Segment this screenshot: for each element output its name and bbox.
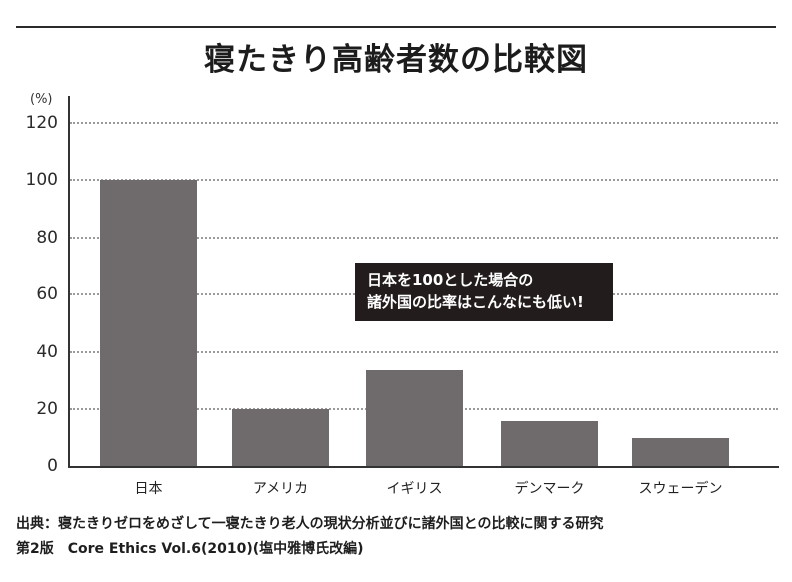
x-axis-line <box>68 466 779 468</box>
bar-1 <box>232 408 329 466</box>
y-axis-line <box>68 96 70 467</box>
chart-title: 寝たきり高齢者数の比較図 <box>204 42 588 78</box>
bar-4 <box>632 437 729 466</box>
gridline-40 <box>70 351 778 353</box>
gridline-100 <box>70 179 778 181</box>
gridline-120 <box>70 122 778 124</box>
bar-0 <box>100 179 197 466</box>
y-axis-unit-label: (%) <box>30 92 53 107</box>
source-citation: 出典：寝たきりゼロをめざして一寝たきり老人の現状分析並びに諸外国との比較に関する… <box>16 512 603 562</box>
source-line-2: 第2版 Core Ethics Vol.6(2010)(塩中雅博氏改編) <box>16 541 364 557</box>
y-tick-60: 60 <box>36 284 58 304</box>
annotation-callout: 日本を100とした場合の 諸外国の比率はこんなにも低い! <box>355 263 613 321</box>
source-line-1: 出典：寝たきりゼロをめざして一寝たきり老人の現状分析並びに諸外国との比較に関する… <box>16 516 604 532</box>
x-label-0: 日本 <box>134 481 163 497</box>
y-tick-40: 40 <box>36 342 58 362</box>
x-label-3: デンマーク <box>514 481 585 497</box>
title-top-rule <box>16 26 776 28</box>
y-tick-120: 120 <box>25 113 58 133</box>
bar-2 <box>366 370 463 466</box>
x-label-2: イギリス <box>386 481 443 497</box>
callout-line-2: 諸外国の比率はこんなにも低い! <box>367 293 584 311</box>
bar-3 <box>501 421 598 466</box>
y-tick-100: 100 <box>25 170 58 190</box>
y-tick-0: 0 <box>47 456 58 476</box>
x-label-1: アメリカ <box>252 481 309 497</box>
gridline-80 <box>70 237 778 239</box>
y-tick-80: 80 <box>36 228 58 248</box>
x-label-4: スウェーデン <box>638 481 723 497</box>
callout-line-1: 日本を100とした場合の <box>367 271 534 289</box>
y-tick-20: 20 <box>36 399 58 419</box>
